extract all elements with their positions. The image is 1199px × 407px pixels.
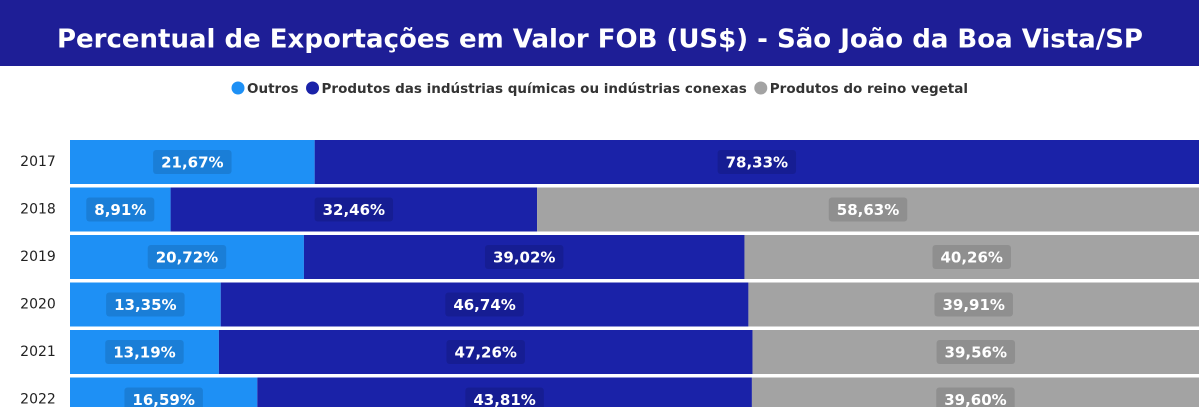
data-label: 13,19% <box>113 344 175 362</box>
y-tick-label: 2017 <box>20 154 56 170</box>
data-label: 39,91% <box>942 296 1004 314</box>
bar-segment <box>70 377 258 407</box>
data-label-bg <box>932 245 1011 269</box>
data-label-bg <box>314 197 394 222</box>
legend-marker <box>306 81 320 95</box>
data-label: 43,81% <box>473 391 535 407</box>
bar-segment <box>314 140 1199 184</box>
data-label: 78,33% <box>726 154 788 172</box>
data-label: 32,46% <box>323 201 385 219</box>
data-label-bg <box>936 340 1016 364</box>
data-label-bg <box>106 292 185 317</box>
legend-label: Produtos das indústrias químicas ou indú… <box>322 81 747 97</box>
bar-segment <box>70 140 315 184</box>
data-label: 8,91% <box>94 201 146 219</box>
data-label-bg <box>124 387 203 407</box>
bar-segment <box>218 330 753 374</box>
bar-segment <box>537 187 1199 232</box>
bar-segment <box>751 377 1199 407</box>
title-bar <box>0 0 1199 66</box>
legend-marker <box>754 81 768 95</box>
legend: Outros Produtos das indústrias químicas o… <box>231 81 968 97</box>
data-label: 16,59% <box>132 391 194 407</box>
data-label: 13,35% <box>114 296 176 314</box>
legend-label: Produtos do reino vegetal <box>770 81 968 97</box>
data-label: 40,26% <box>940 249 1002 267</box>
data-label: 58,63% <box>837 201 899 219</box>
bar-segment <box>220 282 749 327</box>
bar-segment <box>257 377 752 407</box>
bar-segment <box>303 235 745 279</box>
data-label-bg <box>934 292 1013 317</box>
data-label: 21,67% <box>161 154 223 172</box>
y-tick-label: 2021 <box>20 344 56 360</box>
data-label-bg <box>828 197 908 222</box>
data-label-bg <box>717 150 797 174</box>
bar-segment <box>70 282 221 327</box>
legend-label: Outros <box>247 81 299 97</box>
bar-segment <box>170 187 538 232</box>
data-label: 46,74% <box>453 296 515 314</box>
data-label: 39,56% <box>945 344 1007 362</box>
data-label-bg <box>936 387 1015 407</box>
data-label-bg <box>446 340 525 364</box>
y-tick-label: 2020 <box>20 297 56 313</box>
data-label-bg <box>105 340 184 364</box>
data-label-bg <box>465 387 544 407</box>
bar-segment <box>752 330 1199 374</box>
y-tick-label: 2019 <box>20 249 56 265</box>
data-label-bg <box>445 292 524 317</box>
bar-segment <box>70 187 171 232</box>
bar-segment <box>70 235 304 279</box>
data-label-bg <box>86 197 155 222</box>
y-tick-label: 2018 <box>20 202 56 218</box>
data-label: 39,02% <box>493 249 555 267</box>
data-label-bg <box>484 245 564 269</box>
data-label-bg <box>153 150 232 174</box>
bar-segment <box>70 330 219 374</box>
legend-marker <box>231 81 245 95</box>
data-label-bg <box>147 245 227 269</box>
chart-title: Percentual de Exportações em Valor FOB (… <box>57 25 1143 55</box>
data-label: 39,60% <box>944 391 1006 407</box>
data-label: 20,72% <box>156 249 218 267</box>
data-label: 47,26% <box>454 344 516 362</box>
y-tick-label: 2022 <box>20 392 56 407</box>
bar-segment <box>748 282 1199 327</box>
bar-segment <box>744 235 1199 279</box>
